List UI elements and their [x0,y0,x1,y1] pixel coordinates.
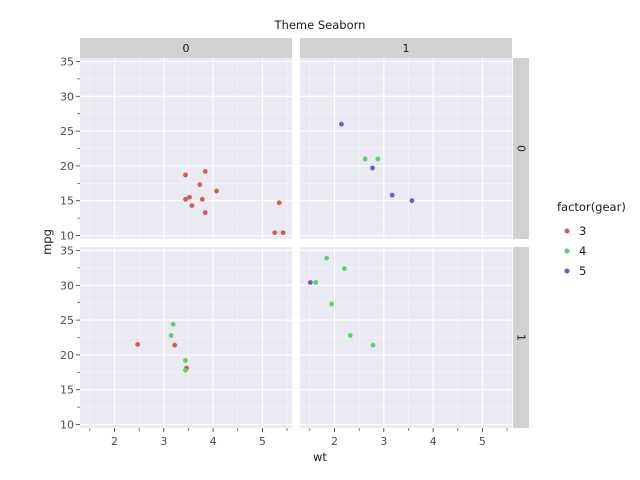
data-point-gear-4 [362,156,368,162]
strip-label: 0 [183,42,190,55]
data-point-gear-3 [135,342,141,347]
data-point-gear-3 [183,172,188,178]
legend-key-4 [564,248,570,254]
data-point-gear-5 [409,198,415,204]
data-point-gear-3 [280,230,286,236]
y-tick-label: 15 [60,384,74,397]
data-points [135,121,415,373]
data-point-gear-5 [339,121,344,127]
legend-label: 3 [579,224,586,238]
legend: factor(gear) 3 4 5 [557,200,626,278]
data-point-gear-4 [375,156,381,162]
y-tick-label: 20 [60,160,74,173]
data-point-gear-5 [370,165,375,171]
y-axis-row-0: 10 15 20 25 30 35 [60,55,80,243]
x-axis-col-1: 2 3 4 5 [309,428,508,448]
data-point-gear-5 [389,192,395,198]
data-point-gear-4 [168,333,174,338]
data-point-gear-4 [170,321,176,327]
y-tick-label: 30 [60,90,74,103]
y-axis-row-1: 10 15 20 25 30 35 [60,244,80,432]
y-tick-label: 10 [60,419,74,432]
x-tick-label: 3 [160,435,167,448]
strip-background [513,247,529,428]
y-tick-label: 25 [60,314,74,327]
y-axis-label: mpg [40,229,54,255]
data-point-gear-4 [347,333,353,338]
strip-row-0: 0 [513,58,529,239]
x-tick-label: 3 [380,435,387,448]
data-point-gear-3 [187,194,192,200]
y-tick-label: 15 [60,195,74,208]
data-point-gear-4 [183,367,188,373]
panel-0-1 [300,58,512,239]
data-point-gear-3 [189,203,195,208]
x-tick-label: 2 [111,435,118,448]
data-point-gear-3 [202,169,208,174]
y-tick-label: 25 [60,125,74,138]
data-point-gear-4 [341,266,347,271]
strip-row-1: 1 [513,247,529,428]
data-point-gear-3 [202,210,208,215]
data-point-gear-3 [172,342,178,348]
x-axis-col-0: 2 3 4 5 [89,428,288,448]
strip-label: 1 [403,42,410,55]
data-point-gear-4 [324,255,330,261]
data-point-gear-4 [370,342,376,348]
y-tick-label: 30 [60,279,74,292]
data-point-gear-3 [272,230,278,236]
panel-0-0 [80,58,292,239]
data-point-gear-5 [307,280,313,285]
x-tick-label: 4 [430,435,437,448]
chart-title: Theme Seaborn [274,18,366,32]
x-axis-label: wt [313,450,327,464]
x-tick-label: 2 [331,435,338,448]
strip-col-0: 0 [80,38,292,58]
legend-title: factor(gear) [557,200,626,214]
data-point-gear-4 [313,280,319,285]
y-tick-label: 10 [60,230,74,243]
panel-1-1 [300,247,512,428]
data-point-gear-3 [197,182,203,188]
x-tick-label: 4 [210,435,217,448]
data-point-gear-4 [183,358,188,363]
legend-key-5 [564,268,570,274]
data-point-gear-3 [183,196,188,202]
data-point-gear-3 [214,188,219,194]
y-tick-label: 20 [60,349,74,362]
legend-label: 4 [579,244,586,258]
legend-label: 5 [579,264,586,278]
strip-label: 1 [515,334,528,341]
data-point-gear-4 [329,301,334,307]
y-tick-label: 35 [60,244,74,257]
strip-background [80,38,292,58]
data-point-gear-3 [199,196,205,202]
data-point-gear-3 [276,200,282,206]
strip-background [300,38,512,58]
x-tick-label: 5 [479,435,486,448]
x-tick-label: 5 [259,435,266,448]
strip-background [513,58,529,239]
strip-label: 0 [515,145,528,152]
strip-col-1: 1 [300,38,512,58]
panel-1-0 [80,247,292,428]
legend-key-3 [564,228,570,234]
y-tick-label: 35 [60,55,74,68]
